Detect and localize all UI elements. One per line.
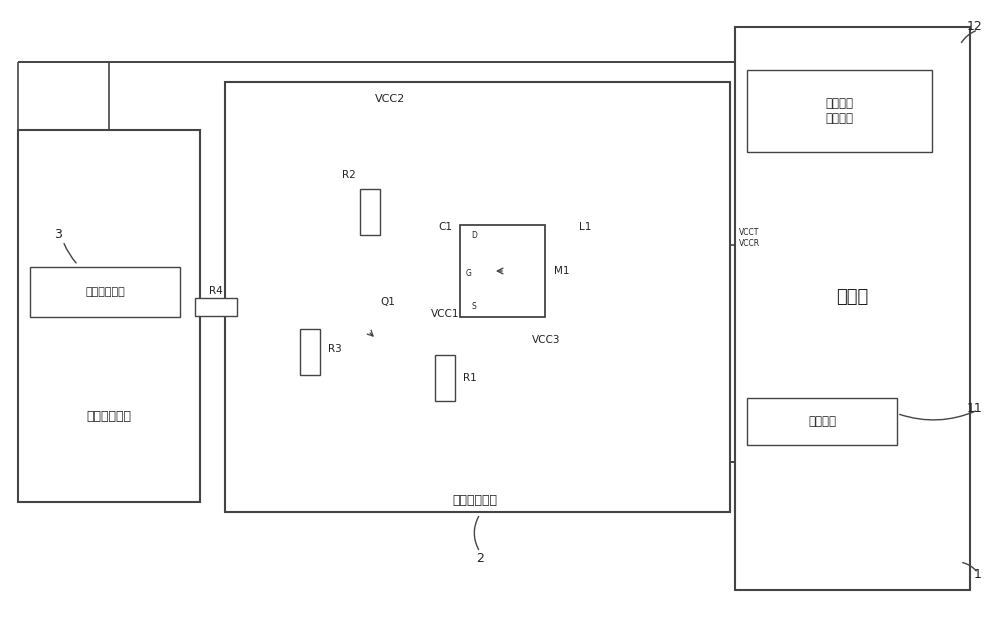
Text: 开关选择引脚: 开关选择引脚 xyxy=(85,287,125,297)
Bar xyxy=(360,189,380,235)
Text: VCCT
VCCR: VCCT VCCR xyxy=(739,228,760,247)
Bar xyxy=(747,398,897,445)
Text: 接收信号
丢失引脚: 接收信号 丢失引脚 xyxy=(826,97,854,125)
Text: R2: R2 xyxy=(342,170,356,180)
Text: 3: 3 xyxy=(54,228,62,241)
Text: 无源光纤网络: 无源光纤网络 xyxy=(87,410,132,423)
Bar xyxy=(225,82,730,512)
Text: VCC2: VCC2 xyxy=(375,94,405,104)
Text: G: G xyxy=(466,268,472,278)
Bar xyxy=(18,130,200,502)
Text: 电源控制模块: 电源控制模块 xyxy=(452,494,498,507)
Bar xyxy=(735,27,970,590)
Text: 2: 2 xyxy=(476,552,484,566)
Text: R3: R3 xyxy=(328,344,342,354)
Bar xyxy=(30,267,180,317)
Text: 12: 12 xyxy=(966,20,982,33)
Text: R4: R4 xyxy=(209,286,223,296)
Bar xyxy=(460,225,545,317)
Text: 11: 11 xyxy=(966,402,982,415)
Bar xyxy=(747,70,932,152)
Text: L1: L1 xyxy=(579,222,591,232)
Text: S: S xyxy=(472,302,476,311)
Text: Q1: Q1 xyxy=(380,297,395,307)
Text: 1: 1 xyxy=(974,568,982,581)
Text: M1: M1 xyxy=(554,266,569,276)
Text: R1: R1 xyxy=(463,373,477,383)
Text: C1: C1 xyxy=(438,222,452,232)
Bar xyxy=(435,355,455,401)
Bar xyxy=(195,298,237,316)
Text: VCC1: VCC1 xyxy=(431,309,459,319)
Bar xyxy=(300,329,320,375)
Text: VCC3: VCC3 xyxy=(532,335,560,345)
Text: D: D xyxy=(471,231,477,240)
Text: 在位引脚: 在位引脚 xyxy=(808,415,836,428)
Text: 光模块: 光模块 xyxy=(836,288,868,306)
